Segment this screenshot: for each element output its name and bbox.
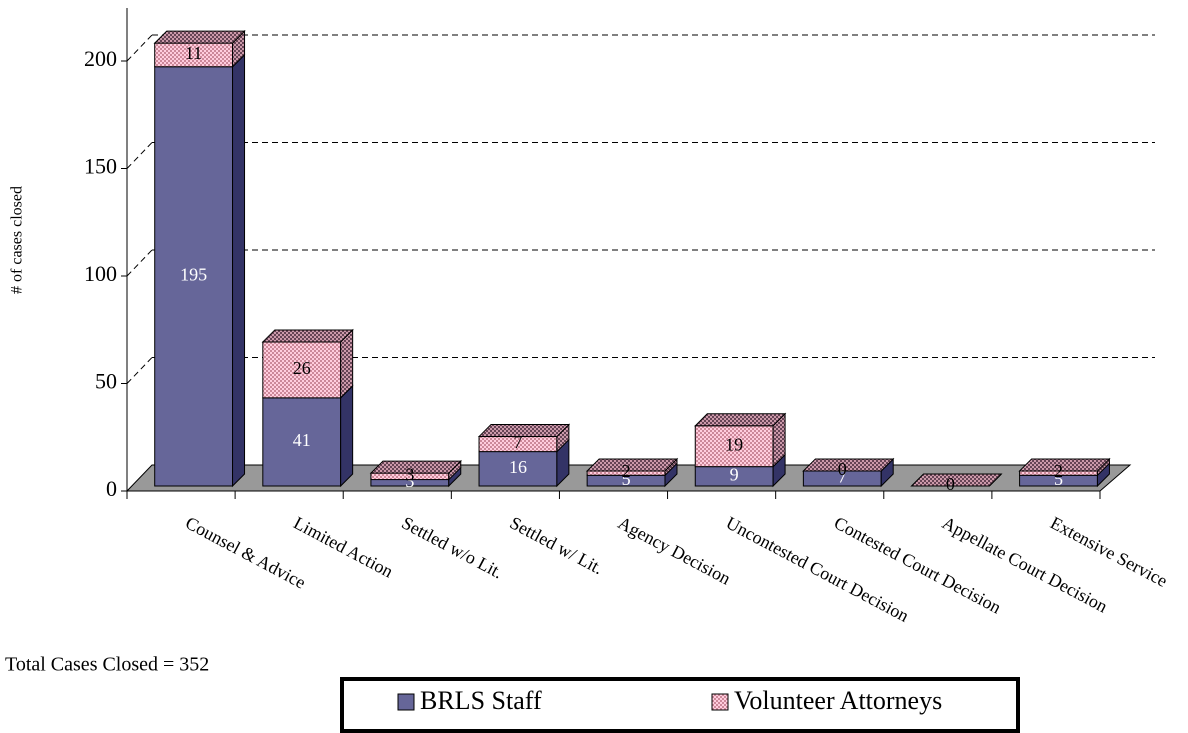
bar-top bbox=[585, 458, 679, 472]
x-tick-label: Limited Action bbox=[290, 513, 396, 582]
legend bbox=[340, 677, 1020, 733]
grid-line bbox=[126, 142, 153, 169]
y-tick-label: 0 bbox=[106, 476, 117, 501]
value-label: 2 bbox=[1054, 461, 1063, 481]
value-label: 2 bbox=[622, 461, 631, 481]
x-tick-label: Settled w/o Lit. bbox=[398, 513, 506, 583]
value-label: 5 bbox=[622, 469, 631, 489]
bar bbox=[478, 451, 558, 487]
legend-label: BRLS Staff bbox=[420, 686, 542, 715]
value-label: 5 bbox=[1054, 469, 1063, 489]
legend-label: Volunteer Attorneys bbox=[734, 686, 942, 715]
value-label: 16 bbox=[509, 457, 527, 477]
bar-top bbox=[153, 30, 246, 44]
value-label: 3 bbox=[405, 471, 414, 491]
value-label: 7 bbox=[838, 467, 847, 487]
bar-top bbox=[910, 473, 1003, 487]
y-axis-label: # of cases closed bbox=[9, 186, 26, 294]
y-tick-label: 200 bbox=[84, 46, 117, 71]
y-tick-label: 150 bbox=[84, 154, 117, 179]
bar-top bbox=[261, 329, 354, 343]
bar-side bbox=[340, 384, 354, 488]
legend-swatch bbox=[711, 693, 729, 711]
value-label: 195 bbox=[180, 265, 207, 285]
x-tick-label: Uncontested Court Decision bbox=[723, 513, 912, 626]
legend-swatch bbox=[397, 693, 415, 711]
grid-line bbox=[126, 357, 153, 384]
value-label: 0 bbox=[838, 459, 847, 479]
value-label: 26 bbox=[293, 358, 311, 378]
y-tick-label: 50 bbox=[95, 369, 117, 394]
bar-top bbox=[369, 460, 462, 474]
grid-line bbox=[126, 34, 153, 62]
bar-side bbox=[232, 53, 246, 488]
bar bbox=[262, 341, 342, 399]
y-tick-label: 100 bbox=[84, 261, 117, 286]
bar-top bbox=[694, 413, 787, 427]
value-label: 0 bbox=[946, 474, 955, 494]
value-label: 7 bbox=[513, 432, 522, 452]
grid-line bbox=[126, 249, 153, 277]
value-label: 11 bbox=[185, 43, 202, 63]
x-tick-label: Settled w/ Lit. bbox=[507, 513, 607, 579]
x-tick-label: Agency Decision bbox=[615, 513, 734, 589]
value-label: 9 bbox=[730, 464, 739, 484]
x-tick-label: Counsel & Advice bbox=[182, 513, 309, 593]
bar-top bbox=[477, 424, 571, 438]
bar-top bbox=[1018, 458, 1111, 472]
note: Total Cases Closed = 352 bbox=[5, 654, 209, 676]
value-label: 41 bbox=[293, 430, 311, 450]
value-label: 3 bbox=[405, 464, 414, 484]
bar bbox=[262, 397, 342, 487]
bar-top bbox=[802, 458, 895, 472]
value-label: 19 bbox=[725, 434, 743, 454]
